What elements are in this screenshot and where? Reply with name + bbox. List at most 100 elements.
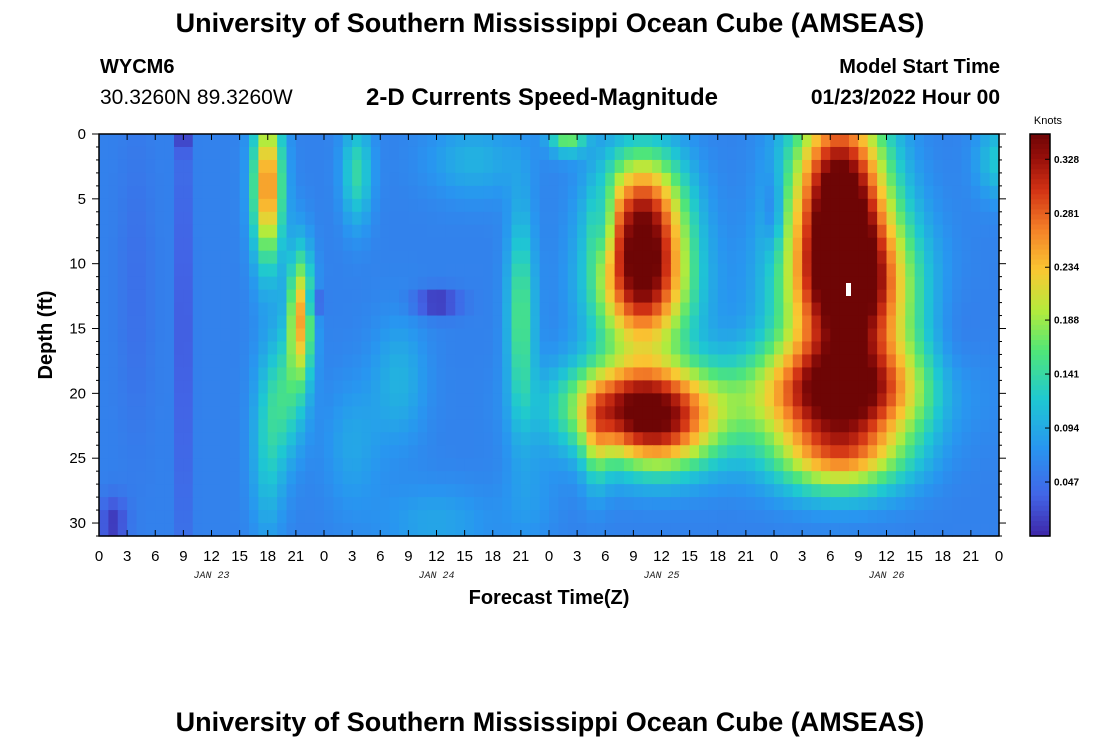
heatmap-cell <box>867 315 878 330</box>
heatmap-cell <box>436 341 447 356</box>
colorbar-segment <box>1030 445 1050 452</box>
colorbar-segment <box>1030 259 1050 266</box>
heatmap-cell <box>867 523 878 537</box>
heatmap-cell <box>886 523 897 537</box>
heatmap-cell <box>886 198 897 213</box>
heatmap-cell <box>867 393 878 407</box>
heatmap-cell <box>830 185 841 200</box>
heatmap-cell <box>877 315 888 330</box>
heatmap-cell <box>370 134 381 148</box>
heatmap-cell <box>886 250 897 265</box>
heatmap-cell <box>389 445 400 459</box>
heatmap-cell <box>914 172 925 187</box>
heatmap-cell <box>689 471 700 485</box>
heatmap-cell <box>661 367 672 381</box>
heatmap-cell <box>689 302 700 317</box>
heatmap-cell <box>380 471 391 485</box>
heatmap-cell <box>361 432 372 446</box>
heatmap-cell <box>370 497 381 511</box>
heatmap-cell <box>867 224 878 239</box>
heatmap-cell <box>961 510 972 524</box>
heatmap-cell <box>342 523 353 537</box>
heatmap-cell <box>624 367 634 381</box>
heatmap-cell <box>211 302 222 317</box>
heatmap-cell <box>886 445 897 459</box>
heatmap-cell <box>455 250 466 265</box>
heatmap-cell <box>483 523 494 537</box>
heatmap-cell <box>277 250 288 265</box>
heatmap-cell <box>708 185 719 200</box>
heatmap-cell <box>174 380 184 394</box>
heatmap-cell <box>474 289 484 304</box>
heatmap-cell <box>164 510 175 524</box>
heatmap-cell <box>145 159 156 174</box>
heatmap-cell <box>183 484 194 498</box>
heatmap-cell <box>633 315 644 330</box>
heatmap-cell <box>361 134 372 148</box>
heatmap-cell <box>230 250 241 265</box>
heatmap-cell <box>558 328 569 343</box>
heatmap-cell <box>699 471 709 485</box>
heatmap-cell <box>849 471 859 485</box>
heatmap-cell <box>820 172 831 187</box>
heatmap-cell <box>352 289 363 304</box>
heatmap-cell <box>642 406 653 420</box>
heatmap-cell <box>99 341 109 356</box>
heatmap-cell <box>370 471 381 485</box>
heatmap-cell <box>802 510 813 524</box>
heatmap-cell <box>914 523 925 537</box>
x-tick-label: 18 <box>484 548 501 565</box>
heatmap-cell <box>267 289 278 304</box>
heatmap-cell <box>933 510 944 524</box>
heatmap-cell <box>624 432 634 446</box>
heatmap-cell <box>108 198 119 213</box>
x-tick-label: 9 <box>854 548 862 565</box>
heatmap-cell <box>539 523 550 537</box>
heatmap-cell <box>905 263 916 278</box>
heatmap-cell <box>408 134 419 148</box>
heatmap-cell <box>99 315 109 330</box>
heatmap-cell <box>895 237 906 252</box>
heatmap-cell <box>464 354 475 369</box>
heatmap-cell <box>952 134 963 148</box>
heatmap-cell <box>839 302 850 317</box>
x-tick-label: 0 <box>770 548 778 565</box>
heatmap-cell <box>961 185 972 200</box>
heatmap-cell <box>736 510 747 524</box>
heatmap-cell <box>652 237 663 252</box>
heatmap-cell <box>802 134 813 148</box>
heatmap-cell <box>117 289 128 304</box>
heatmap-cell <box>586 328 597 343</box>
heatmap-cell <box>530 302 541 317</box>
heatmap-cells <box>99 134 1000 537</box>
heatmap-cell <box>127 497 138 511</box>
heatmap-cell <box>164 211 175 226</box>
heatmap-cell <box>230 198 241 213</box>
heatmap-cell <box>483 263 494 278</box>
colorbar-segment <box>1030 244 1050 251</box>
heatmap-cell <box>239 341 250 356</box>
heatmap-cell <box>586 380 597 394</box>
heatmap-cell <box>689 354 700 369</box>
heatmap-cell <box>605 224 616 239</box>
heatmap-cell <box>680 198 691 213</box>
heatmap-cell <box>99 172 109 187</box>
heatmap-cell <box>961 393 972 407</box>
x-tick-label: 0 <box>95 548 103 565</box>
heatmap-cell <box>774 237 784 252</box>
heatmap-cell <box>549 419 559 433</box>
heatmap-cell <box>286 523 297 537</box>
heatmap-cell <box>680 250 691 265</box>
heatmap-cell <box>924 224 934 239</box>
heatmap-cell <box>877 380 888 394</box>
heatmap-cell <box>755 367 766 381</box>
heatmap-cell <box>342 458 353 472</box>
heatmap-cell <box>558 289 569 304</box>
heatmap-cell <box>502 510 513 524</box>
heatmap-cell <box>820 289 831 304</box>
heatmap-cell <box>539 289 550 304</box>
heatmap-cell <box>717 471 728 485</box>
heatmap-cell <box>474 172 484 187</box>
heatmap-cell <box>830 419 841 433</box>
